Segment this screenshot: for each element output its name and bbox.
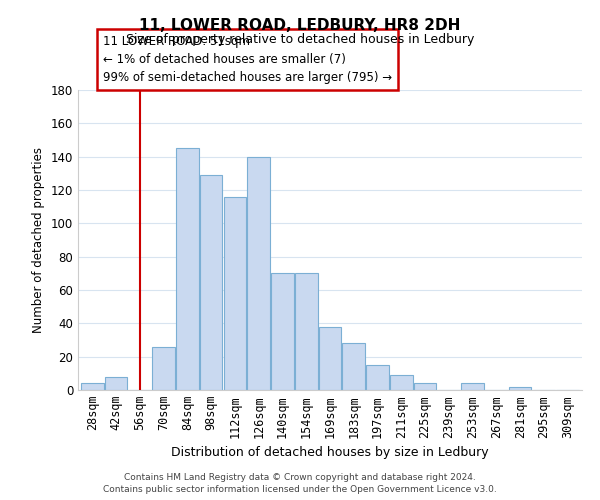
Bar [200, 175, 223, 390]
Text: Contains HM Land Registry data © Crown copyright and database right 2024.: Contains HM Land Registry data © Crown c… [124, 472, 476, 482]
Bar [390, 375, 413, 390]
Bar [176, 148, 199, 390]
Text: Contains public sector information licensed under the Open Government Licence v3: Contains public sector information licen… [103, 485, 497, 494]
Bar [461, 384, 484, 390]
Bar [81, 384, 104, 390]
Bar [295, 274, 317, 390]
Bar [509, 386, 532, 390]
Y-axis label: Number of detached properties: Number of detached properties [32, 147, 45, 333]
Bar [414, 384, 436, 390]
Bar [247, 156, 270, 390]
Bar [105, 376, 127, 390]
Bar [224, 196, 246, 390]
Bar [152, 346, 175, 390]
Text: 11, LOWER ROAD, LEDBURY, HR8 2DH: 11, LOWER ROAD, LEDBURY, HR8 2DH [139, 18, 461, 32]
Bar [271, 274, 294, 390]
Bar [366, 365, 389, 390]
Text: 11 LOWER ROAD: 51sqm
← 1% of detached houses are smaller (7)
99% of semi-detache: 11 LOWER ROAD: 51sqm ← 1% of detached ho… [103, 35, 392, 84]
X-axis label: Distribution of detached houses by size in Ledbury: Distribution of detached houses by size … [171, 446, 489, 459]
Text: Size of property relative to detached houses in Ledbury: Size of property relative to detached ho… [126, 32, 474, 46]
Bar [343, 344, 365, 390]
Bar [319, 326, 341, 390]
